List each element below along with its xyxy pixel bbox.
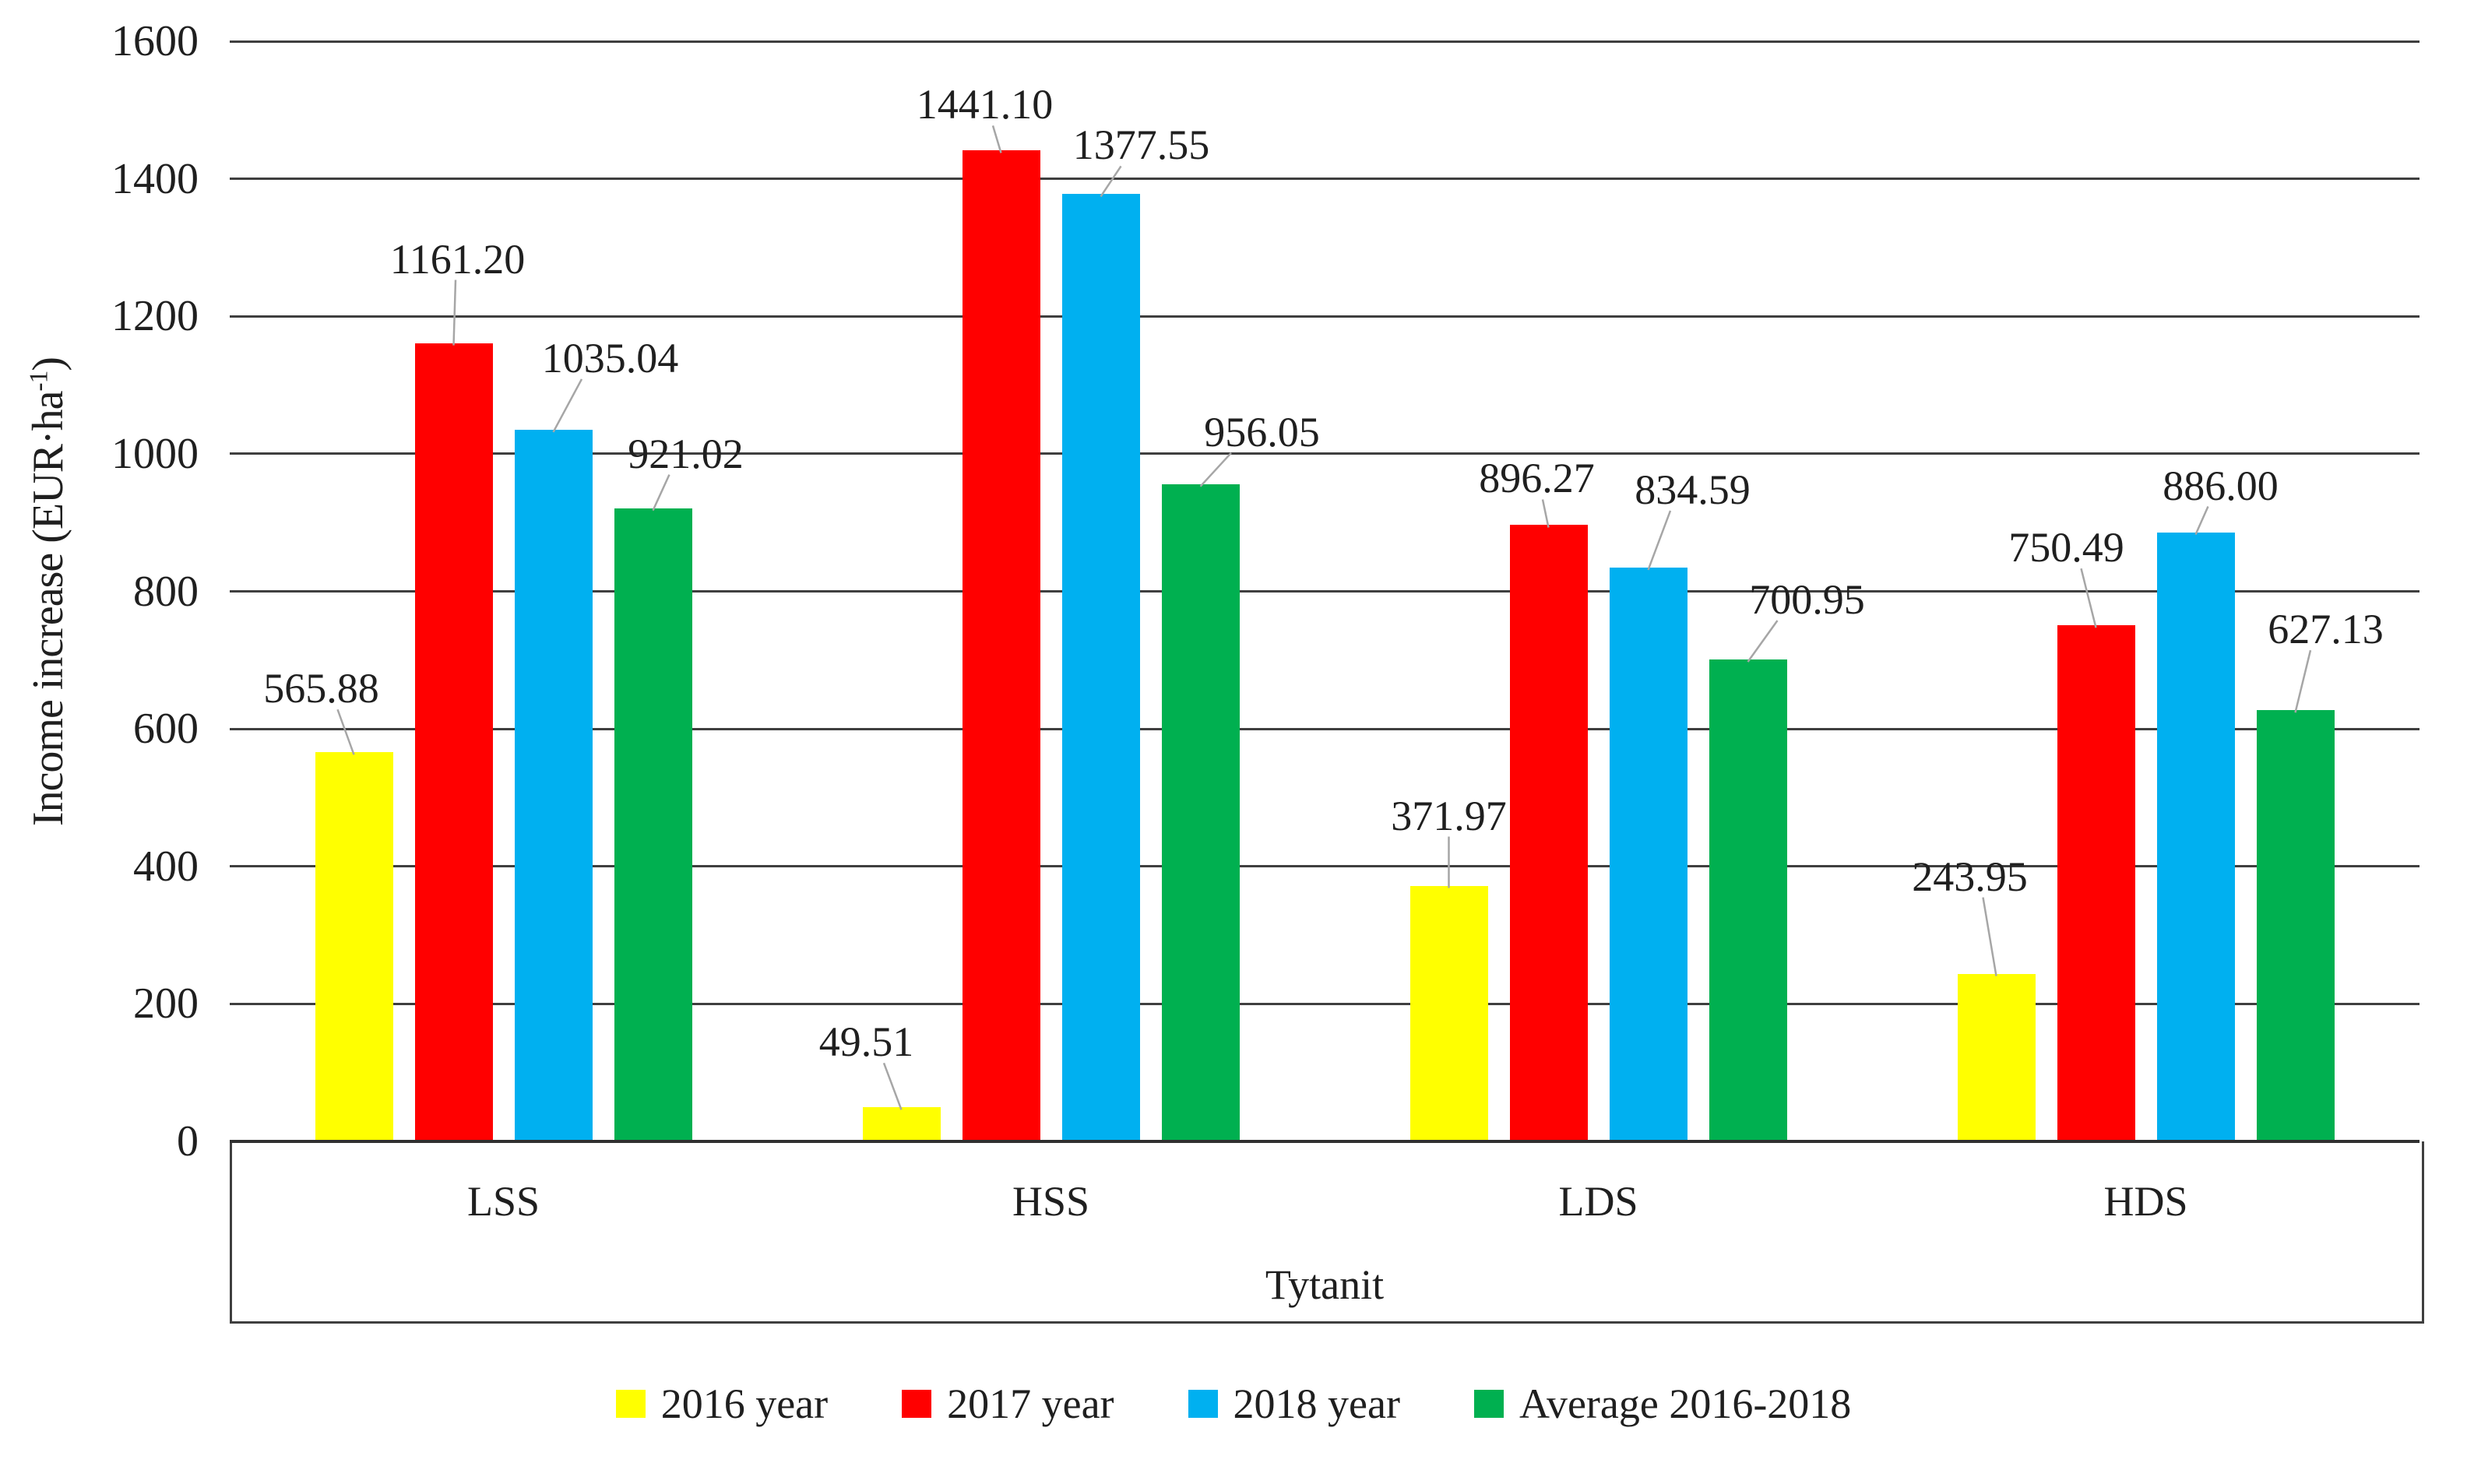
bar-HDS-2018-year — [2156, 532, 2235, 1141]
y-tick-label-800: 800 — [133, 567, 199, 616]
bar-HSS-Average-2016-2018 — [1161, 484, 1240, 1141]
leader-line-HDS-2016-year — [1982, 897, 1997, 976]
category-label-LSS: LSS — [466, 1178, 540, 1225]
category-label-HDS: HDS — [2103, 1178, 2188, 1225]
legend-swatch-icon — [1473, 1390, 1504, 1418]
bar-LDS-2016-year — [1409, 885, 1488, 1141]
x-axis-group-label: Tytanit — [1265, 1261, 1385, 1308]
leader-line-HDS-2017-year — [2080, 568, 2097, 628]
y-axis-title: Income increase (EUR·ha-1) — [23, 357, 73, 826]
leader-line-HDS-2018-year — [2194, 506, 2209, 536]
data-label-LDS-2017-year: 896.27 — [1479, 455, 1595, 502]
leader-line-HSS-2018-year — [1100, 165, 1122, 198]
leader-line-LDS-2017-year — [1541, 499, 1550, 528]
bar-HSS-2018-year — [1061, 194, 1140, 1141]
bar-LDS-2017-year — [1509, 525, 1588, 1141]
leader-line-LSS-Average-2016-2018 — [652, 474, 670, 512]
leader-line-HSS-2016-year — [882, 1062, 903, 1110]
leader-line-HSS-2017-year — [991, 125, 1002, 153]
data-label-HSS-Average-2016-2018: 956.05 — [1204, 408, 1320, 455]
legend-label: Average 2016-2018 — [1519, 1380, 1852, 1427]
y-tick-label-1400: 1400 — [111, 154, 199, 203]
data-label-HDS-Average-2016-2018: 627.13 — [2268, 606, 2384, 653]
data-label-LSS-Average-2016-2018: 921.02 — [628, 430, 744, 477]
legend-item-2018-year: 2018 year — [1188, 1380, 1400, 1428]
leader-line-LSS-2017-year — [452, 280, 457, 346]
gridline-1600 — [230, 40, 2419, 43]
bar-HSS-2017-year — [962, 150, 1040, 1141]
gridline-400 — [230, 865, 2419, 868]
bar-LSS-2017-year — [414, 343, 493, 1141]
gridline-200 — [230, 1002, 2419, 1005]
legend-swatch-icon — [615, 1390, 646, 1418]
y-axis-title-suffix: ) — [24, 357, 72, 371]
data-label-LSS-2018-year: 1035.04 — [541, 334, 679, 382]
x-axis-line — [230, 1140, 2419, 1143]
legend-swatch-icon — [902, 1390, 932, 1418]
legend-item-2017-year: 2017 year — [902, 1380, 1114, 1428]
leader-line-HSS-Average-2016-2018 — [1199, 452, 1232, 487]
bar-HSS-2016-year — [862, 1107, 941, 1141]
legend-label: 2016 year — [660, 1380, 829, 1427]
legend-item-2016-year: 2016 year — [615, 1380, 829, 1428]
data-label-HDS-2018-year: 886.00 — [2163, 462, 2279, 509]
leader-line-HDS-Average-2016-2018 — [2294, 649, 2312, 713]
y-tick-label-600: 600 — [133, 705, 199, 754]
y-tick-label-1200: 1200 — [111, 292, 199, 341]
category-axis-box — [230, 1141, 2424, 1324]
legend: 2016 year 2017 year 2018 year Average 2016-… — [0, 1380, 2467, 1428]
y-tick-label-0: 0 — [177, 1117, 199, 1166]
legend-label: 2017 year — [947, 1380, 1114, 1427]
gridline-1200 — [230, 315, 2419, 318]
data-label-HSS-2018-year: 1377.55 — [1072, 121, 1210, 169]
y-axis-title-superscript: -1 — [24, 371, 54, 392]
bar-LDS-2018-year — [1609, 567, 1687, 1141]
data-label-LDS-2016-year: 371.97 — [1391, 792, 1507, 839]
bar-HDS-2017-year — [2057, 625, 2135, 1141]
y-axis-title-text: Income increase (EUR·ha — [24, 391, 72, 827]
y-tick-label-1000: 1000 — [111, 429, 199, 478]
data-label-LDS-Average-2016-2018: 700.95 — [1749, 575, 1865, 623]
data-label-HSS-2016-year: 49.51 — [818, 1018, 914, 1066]
data-label-LDS-2018-year: 834.59 — [1635, 466, 1751, 513]
bar-LDS-Average-2016-2018 — [1709, 659, 1787, 1141]
bar-HDS-2016-year — [1957, 973, 2036, 1141]
data-label-HDS-2017-year: 750.49 — [2008, 524, 2124, 571]
bar-LSS-Average-2016-2018 — [614, 508, 692, 1141]
gridline-600 — [230, 727, 2419, 730]
leader-line-LDS-Average-2016-2018 — [1747, 620, 1779, 663]
gridline-1400 — [230, 178, 2419, 181]
gridline-1000 — [230, 452, 2419, 455]
gridline-800 — [230, 590, 2419, 593]
legend-swatch-icon — [1188, 1390, 1218, 1418]
y-tick-label-200: 200 — [133, 979, 199, 1029]
data-label-LSS-2016-year: 565.88 — [263, 665, 379, 712]
leader-line-LSS-2018-year — [552, 378, 583, 433]
legend-label: 2018 year — [1233, 1380, 1400, 1427]
data-label-HDS-2016-year: 243.95 — [1912, 853, 2028, 900]
data-label-HSS-2017-year: 1441.10 — [916, 81, 1054, 128]
data-label-LSS-2017-year: 1161.20 — [389, 235, 526, 283]
bar-HDS-Average-2016-2018 — [2256, 710, 2335, 1141]
y-tick-label-1600: 1600 — [111, 17, 199, 65]
bar-LSS-2016-year — [315, 752, 393, 1141]
category-label-HSS: HSS — [1012, 1178, 1090, 1225]
category-label-LDS: LDS — [1558, 1178, 1638, 1225]
leader-line-LDS-2018-year — [1647, 510, 1672, 571]
y-tick-label-400: 400 — [133, 842, 199, 891]
leader-line-LSS-2016-year — [336, 709, 355, 755]
legend-item-Average-2016-2018: Average 2016-2018 — [1473, 1380, 1852, 1428]
bar-LSS-2018-year — [514, 429, 593, 1141]
